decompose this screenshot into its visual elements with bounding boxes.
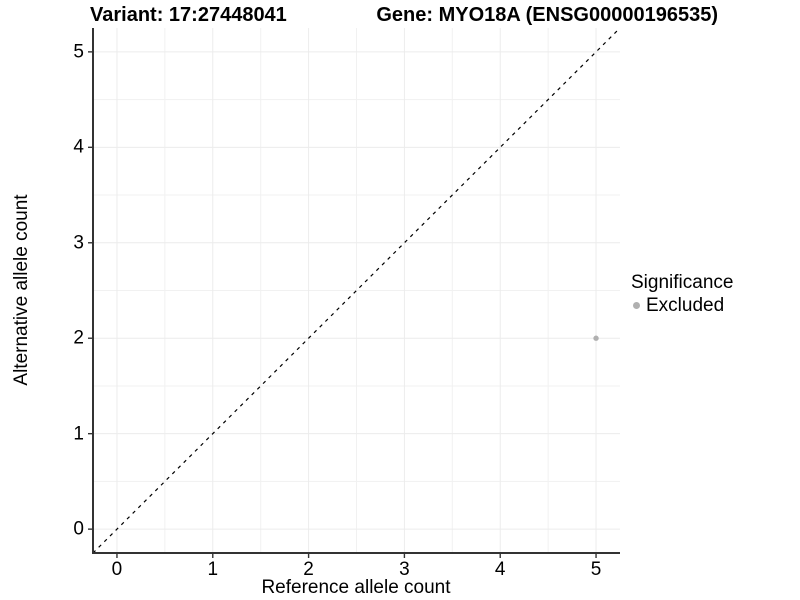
y-tick-label: 2	[73, 327, 84, 349]
plot-title-gene: Gene: MYO18A (ENSG00000196535)	[376, 4, 718, 26]
legend-item-excluded: Excluded	[631, 295, 733, 316]
x-axis-title: Reference allele count	[261, 577, 451, 598]
data-point-excluded	[593, 335, 599, 341]
plot-title-variant: Variant: 17:27448041	[90, 4, 287, 26]
legend: Significance Excluded	[631, 272, 733, 316]
axis-lines	[92, 28, 620, 554]
x-tick-label: 4	[494, 559, 506, 580]
y-tick-label: 3	[73, 232, 84, 254]
legend-point-icon	[633, 302, 640, 309]
y-tick-label: 4	[73, 136, 84, 158]
plot-title: Variant: 17:27448041 Gene: MYO18A (ENSG0…	[90, 4, 718, 26]
major-gridlines	[93, 28, 620, 553]
x-tick-label: 1	[207, 559, 219, 580]
legend-title: Significance	[631, 272, 734, 293]
x-tick-label: 0	[111, 559, 123, 580]
x-tick-label: 2	[303, 559, 314, 580]
y-tick-label: 1	[73, 423, 84, 445]
data-points	[593, 335, 599, 341]
y-tick-label: 0	[73, 518, 84, 540]
legend-item-label: Excluded	[646, 295, 725, 316]
x-tick-label: 5	[590, 559, 602, 580]
y-tick-label: 5	[73, 41, 84, 63]
minor-gridlines	[93, 28, 620, 553]
x-tick-label: 3	[399, 559, 410, 580]
tick-marks	[88, 51, 597, 558]
